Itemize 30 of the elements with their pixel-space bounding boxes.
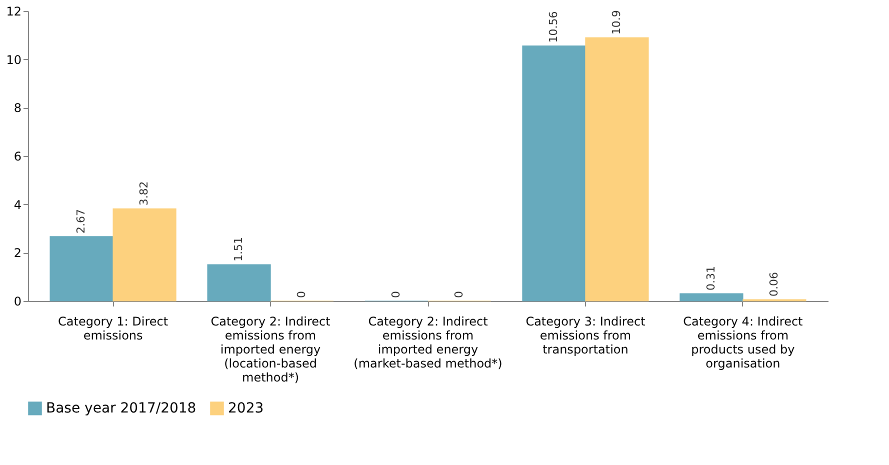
x-tick-label: Category 3: Indirect emissions from transportation <box>526 314 646 356</box>
data-label: 10.56 <box>546 11 560 43</box>
data-label: 1.51 <box>232 237 246 262</box>
y-tick-label: 2 <box>14 246 22 260</box>
data-label: 10.9 <box>610 10 623 35</box>
bar <box>50 236 114 302</box>
data-label: 3.82 <box>138 181 151 206</box>
y-tick-label: 6 <box>14 150 22 164</box>
x-tick-label: Category 4: Indirect emissions from products used by organisation <box>683 314 804 370</box>
data-label: 0 <box>390 291 403 298</box>
y-tick-label: 8 <box>14 101 22 116</box>
bar <box>112 208 176 302</box>
bar <box>207 264 271 302</box>
data-label: 0 <box>295 291 308 298</box>
x-tick-label: Category 2: Indirect emissions from imported energy (location-based method*) <box>210 314 331 384</box>
x-tick-label: Category 2: Indirect emissions from imported energy (market-based method*) <box>354 314 502 370</box>
bar <box>522 46 586 302</box>
bar <box>680 293 744 302</box>
y-tick-label: 0 <box>14 294 22 308</box>
legend-label: 2023 <box>228 400 264 416</box>
x-tick-label: Category 1: Direct emissions <box>58 314 168 342</box>
data-label: 2.67 <box>74 208 88 234</box>
y-tick-label: 4 <box>14 198 22 212</box>
y-tick-label: 10 <box>6 52 22 67</box>
data-label: 0.06 <box>767 272 780 297</box>
legend-label: Base year 2017/2018 <box>46 400 196 416</box>
y-tick-label: 12 <box>6 4 22 18</box>
data-label: 0 <box>452 291 466 298</box>
bar <box>585 37 649 302</box>
data-label: 0.31 <box>704 266 718 291</box>
